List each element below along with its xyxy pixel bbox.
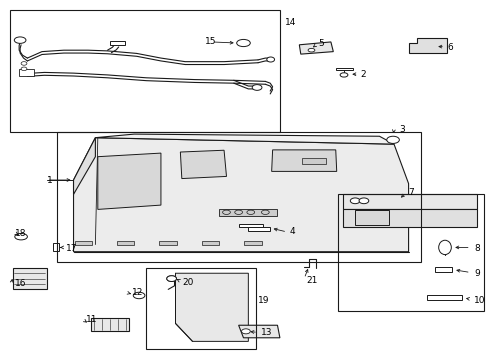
Text: 21: 21: [306, 276, 317, 285]
Text: 19: 19: [258, 296, 269, 305]
Text: 15: 15: [204, 37, 216, 46]
Polygon shape: [244, 241, 262, 245]
Polygon shape: [53, 243, 59, 251]
Bar: [10, 10, 279, 132]
Polygon shape: [95, 134, 393, 144]
Ellipse shape: [266, 57, 274, 62]
Ellipse shape: [358, 198, 368, 204]
Text: 10: 10: [473, 296, 485, 305]
Ellipse shape: [236, 40, 250, 46]
Polygon shape: [301, 158, 325, 164]
Text: 16: 16: [15, 279, 27, 288]
Polygon shape: [175, 273, 248, 341]
Polygon shape: [434, 267, 451, 272]
Polygon shape: [90, 318, 129, 330]
Ellipse shape: [166, 276, 176, 282]
Polygon shape: [19, 69, 34, 76]
Polygon shape: [342, 209, 476, 226]
Ellipse shape: [349, 198, 359, 204]
Text: 1: 1: [47, 176, 53, 185]
Ellipse shape: [386, 136, 399, 143]
Ellipse shape: [246, 210, 254, 215]
Polygon shape: [299, 42, 333, 54]
Polygon shape: [73, 138, 408, 252]
Polygon shape: [74, 241, 92, 245]
Polygon shape: [238, 224, 263, 227]
Polygon shape: [408, 39, 447, 53]
Polygon shape: [335, 68, 352, 70]
Text: 5: 5: [318, 39, 324, 48]
Polygon shape: [342, 194, 476, 209]
Polygon shape: [271, 150, 336, 171]
Polygon shape: [180, 150, 226, 179]
Bar: [146, 268, 255, 348]
Ellipse shape: [15, 233, 27, 240]
Text: 17: 17: [66, 244, 78, 253]
Polygon shape: [73, 138, 95, 194]
Ellipse shape: [21, 62, 27, 65]
Text: 6: 6: [447, 43, 452, 52]
Text: 7: 7: [408, 188, 413, 197]
Text: 9: 9: [473, 269, 479, 278]
Ellipse shape: [21, 67, 27, 71]
Ellipse shape: [166, 276, 176, 282]
Text: 8: 8: [473, 244, 479, 253]
Ellipse shape: [261, 210, 269, 215]
Polygon shape: [117, 241, 134, 245]
Text: 13: 13: [260, 328, 271, 337]
Bar: [338, 194, 483, 311]
Polygon shape: [98, 153, 161, 210]
Ellipse shape: [133, 292, 144, 299]
Polygon shape: [354, 211, 388, 225]
Polygon shape: [238, 325, 279, 338]
Polygon shape: [110, 41, 124, 45]
Text: 2: 2: [359, 70, 365, 79]
Text: 11: 11: [85, 315, 97, 324]
Polygon shape: [159, 241, 177, 245]
Text: 18: 18: [15, 229, 27, 238]
Bar: [57, 132, 420, 262]
Ellipse shape: [252, 85, 262, 90]
Ellipse shape: [14, 37, 26, 43]
Polygon shape: [248, 227, 270, 231]
Text: 3: 3: [398, 125, 404, 134]
Text: 12: 12: [132, 288, 143, 297]
Ellipse shape: [340, 73, 347, 77]
Ellipse shape: [222, 210, 230, 215]
Polygon shape: [219, 209, 277, 216]
Ellipse shape: [307, 48, 314, 52]
Polygon shape: [13, 268, 47, 289]
Text: 4: 4: [289, 228, 295, 237]
Ellipse shape: [438, 240, 450, 255]
Text: 14: 14: [284, 18, 296, 27]
Polygon shape: [202, 241, 219, 245]
Polygon shape: [426, 296, 461, 300]
Ellipse shape: [234, 210, 242, 215]
Text: 20: 20: [183, 278, 194, 287]
Ellipse shape: [241, 329, 250, 334]
